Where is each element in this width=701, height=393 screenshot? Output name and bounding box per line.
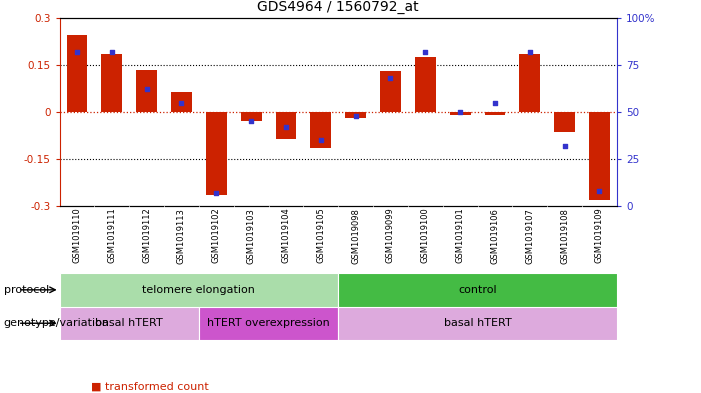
Point bbox=[107, 48, 118, 55]
Bar bbox=[484, 112, 505, 115]
Point bbox=[211, 190, 222, 196]
Point bbox=[350, 113, 361, 119]
Point bbox=[524, 48, 536, 55]
Bar bbox=[199, 307, 338, 340]
Title: GDS4964 / 1560792_at: GDS4964 / 1560792_at bbox=[257, 0, 419, 14]
Text: hTERT overexpression: hTERT overexpression bbox=[207, 318, 330, 328]
Text: basal hTERT: basal hTERT bbox=[444, 318, 512, 328]
Point bbox=[72, 48, 83, 55]
Bar bbox=[275, 112, 297, 139]
Bar bbox=[240, 112, 261, 121]
Point bbox=[176, 99, 187, 106]
Point bbox=[315, 137, 327, 143]
Text: genotype/variation: genotype/variation bbox=[4, 318, 109, 328]
Bar bbox=[415, 57, 436, 112]
Bar bbox=[60, 307, 199, 340]
Point bbox=[594, 188, 605, 195]
Point bbox=[245, 118, 257, 125]
Bar bbox=[519, 54, 540, 112]
Bar bbox=[449, 112, 470, 115]
Point bbox=[489, 99, 501, 106]
Bar bbox=[206, 112, 226, 195]
Bar bbox=[338, 273, 617, 307]
Point bbox=[385, 75, 396, 81]
Point bbox=[454, 109, 465, 115]
Point bbox=[420, 48, 431, 55]
Point bbox=[280, 124, 292, 130]
Text: control: control bbox=[458, 285, 497, 295]
Text: protocol: protocol bbox=[4, 285, 49, 295]
Bar bbox=[554, 112, 575, 132]
Bar bbox=[102, 54, 122, 112]
Bar bbox=[345, 112, 366, 118]
Bar bbox=[380, 71, 401, 112]
Text: telomere elongation: telomere elongation bbox=[142, 285, 255, 295]
Bar bbox=[311, 112, 332, 148]
Bar bbox=[67, 35, 88, 112]
Text: basal hTERT: basal hTERT bbox=[95, 318, 163, 328]
Point bbox=[141, 86, 152, 92]
Text: ■ transformed count: ■ transformed count bbox=[91, 382, 209, 392]
Point bbox=[559, 143, 570, 149]
Bar bbox=[589, 112, 610, 200]
Bar bbox=[60, 273, 338, 307]
Bar bbox=[171, 92, 192, 112]
Bar bbox=[338, 307, 617, 340]
Bar bbox=[136, 70, 157, 112]
